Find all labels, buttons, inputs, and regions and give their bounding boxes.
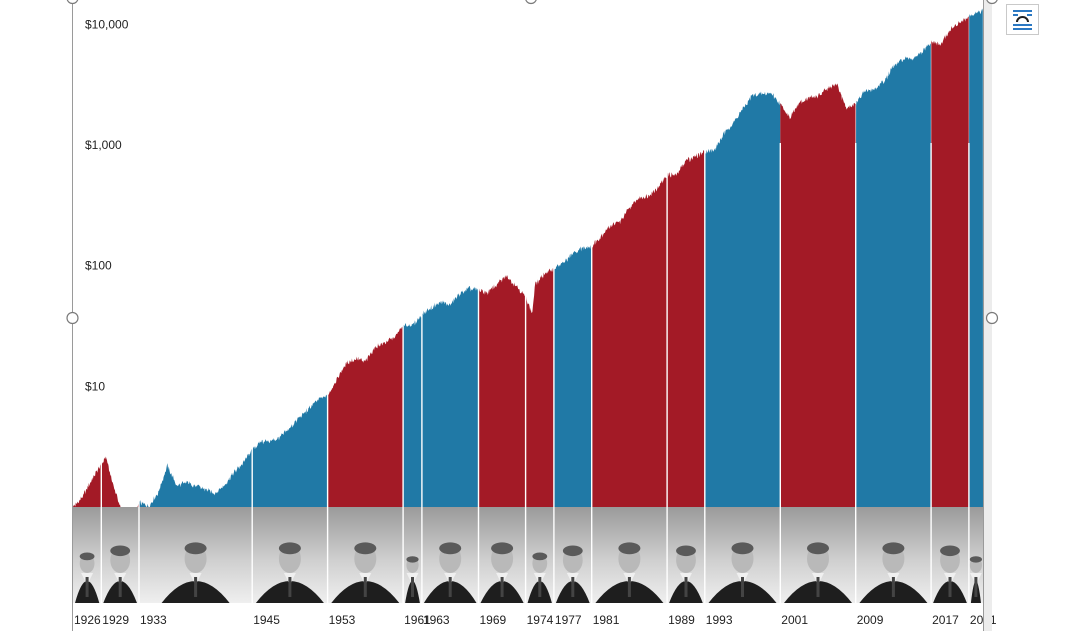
president-portrait-2001 (780, 507, 856, 603)
term-area-1989 (667, 150, 705, 508)
term-area-2009 (855, 43, 932, 507)
president-portrait-1977 (553, 507, 592, 603)
president-portrait-1926 (73, 507, 102, 603)
resize-handle[interactable] (66, 311, 79, 325)
term-area-1977 (553, 244, 592, 507)
term-area-1963 (421, 286, 479, 507)
x-tick-label-1981: 1981 (593, 613, 620, 627)
x-tick-label-1961: 1961 (404, 613, 431, 627)
president-portrait-1993 (704, 507, 781, 603)
term-area-2017 (931, 16, 969, 507)
term-area-1933 (139, 447, 253, 507)
x-tick-label-1953: 1953 (329, 613, 356, 627)
president-portrait-1969 (478, 507, 526, 603)
term-area-1953 (327, 323, 404, 507)
term-area-2021 (968, 8, 983, 507)
term-area-1945 (252, 394, 328, 507)
resize-handle[interactable] (525, 0, 537, 5)
term-area-1974 (525, 266, 554, 507)
x-tick-label-1933: 1933 (140, 613, 167, 627)
selection-frame (66, 0, 999, 631)
y-tick-label: $1,000 (85, 138, 122, 152)
president-portrait-2021 (968, 507, 983, 603)
x-tick-label-1969: 1969 (480, 613, 507, 627)
x-tick-label-1993: 1993 (706, 613, 733, 627)
area-layer (73, 8, 983, 508)
x-tick-label-1926: 1926 (74, 613, 101, 627)
president-portrait-2017 (931, 507, 969, 603)
term-area-1981 (591, 174, 668, 507)
layout-options-button[interactable] (1006, 4, 1039, 35)
y-tick-label: $10,000 (85, 17, 129, 31)
term-area-1926 (73, 461, 102, 507)
president-portrait-1929 (101, 507, 139, 603)
president-portrait-2009 (855, 507, 932, 603)
president-portrait-1933 (139, 507, 253, 603)
layout-options-icon (1013, 10, 1032, 30)
president-portrait-1989 (667, 507, 705, 603)
y-tick-label: $10 (85, 379, 105, 393)
x-tick-label-1989: 1989 (668, 613, 695, 627)
x-tick-label-1963: 1963 (423, 613, 450, 627)
resize-handle[interactable] (985, 311, 999, 325)
president-portrait-1953 (327, 507, 403, 603)
x-tick-label-2001: 2001 (781, 613, 808, 627)
x-tick-label-1945: 1945 (253, 613, 280, 627)
term-area-1929 (101, 456, 139, 507)
president-portrait-1961 (403, 507, 422, 603)
president-portrait-1963 (421, 507, 479, 603)
x-tick-label-1929: 1929 (102, 613, 129, 627)
term-area-2001 (780, 83, 856, 508)
term-area-1961 (403, 315, 422, 507)
x-tick-label-2017: 2017 (932, 613, 959, 627)
resize-handle[interactable] (986, 0, 998, 5)
portrait-band (73, 143, 983, 603)
x-tick-label-1974: 1974 (527, 613, 554, 627)
president-portrait-1945 (252, 507, 328, 603)
president-portrait-1974 (525, 507, 554, 603)
x-tick-label-2009: 2009 (857, 613, 884, 627)
resize-handle[interactable] (66, 0, 79, 5)
term-area-1969 (478, 275, 526, 507)
president-portrait-1981 (591, 507, 668, 603)
x-tick-label-1977: 1977 (555, 613, 582, 627)
y-tick-label: $100 (85, 259, 112, 273)
term-area-1993 (704, 91, 781, 507)
